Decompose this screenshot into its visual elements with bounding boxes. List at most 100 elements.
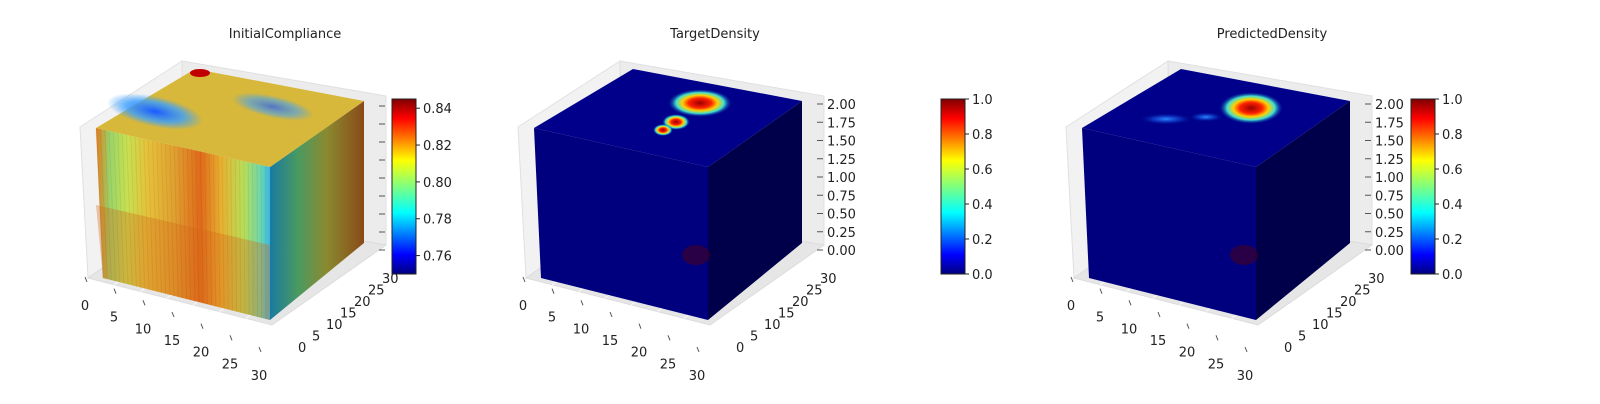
x-tick-mark: [1158, 312, 1160, 317]
y-tick-label: 0: [736, 341, 744, 356]
y-tick-label: 5: [750, 330, 758, 345]
colorbar-tick-label: 1.0: [1442, 93, 1463, 108]
x-tick-label: 0: [1067, 299, 1075, 314]
plot-panels: InitialCompliance05101520253005101520253…: [80, 27, 1463, 384]
x-tick-mark: [523, 277, 525, 282]
colorbar-tick-label: 0.80: [423, 176, 452, 191]
colorbar-tick-label: 0.2: [972, 233, 993, 248]
x-tick-mark: [1187, 324, 1189, 329]
chart-title: InitialCompliance: [229, 27, 342, 42]
colorbar-tick-label: 0.6: [972, 163, 993, 178]
cube-texture-line: [253, 163, 254, 316]
y-tick-label: 0: [1284, 341, 1292, 356]
x-tick-label: 10: [135, 322, 152, 337]
z-tick-label: 1.25: [1375, 153, 1404, 168]
x-tick-label: 30: [689, 369, 706, 384]
x-tick-mark: [668, 335, 670, 340]
z-tick-label: 2.00: [1375, 98, 1404, 113]
z-tick-label: 1.75: [827, 116, 856, 131]
x-tick-mark: [639, 324, 641, 329]
x-tick-mark: [1245, 347, 1247, 352]
colorbar-tick-label: 0.4: [1442, 198, 1463, 213]
x-tick-label: 25: [222, 357, 239, 372]
colorbar: [1411, 99, 1435, 274]
x-tick-mark: [1071, 277, 1073, 282]
cube-top-hot-corner: [190, 69, 210, 77]
x-tick-label: 15: [1150, 334, 1167, 349]
x-tick-mark: [697, 347, 699, 352]
inner-shadow-blob: [682, 245, 710, 265]
x-tick-mark: [552, 289, 554, 294]
x-tick-mark: [230, 335, 232, 340]
density-blob-base: [653, 124, 673, 136]
colorbar-tick-label: 0.76: [423, 250, 452, 265]
colorbar-tick-label: 0.6: [1442, 163, 1463, 178]
chart-panel-1: InitialCompliance05101520253005101520253…: [80, 27, 452, 384]
colorbar: [392, 99, 416, 274]
colorbar-tick-label: 0.4: [972, 198, 993, 213]
z-tick-label: 0.50: [827, 208, 856, 223]
x-tick-label: 0: [519, 299, 527, 314]
x-tick-mark: [259, 347, 261, 352]
colorbar-tick-label: 0.82: [423, 139, 452, 154]
z-tick-label: 0.25: [1375, 226, 1404, 241]
colorbar-tick-label: 0.0: [972, 268, 993, 283]
z-tick-label: 1.50: [1375, 135, 1404, 150]
z-tick-label: 0.00: [827, 244, 856, 259]
z-tick-label: 0.00: [1375, 244, 1404, 259]
x-tick-mark: [1216, 335, 1218, 340]
x-tick-label: 30: [1237, 369, 1254, 384]
z-tick-label: 1.50: [827, 135, 856, 150]
z-tick-label: 0.25: [827, 226, 856, 241]
colorbar-tick-label: 0.8: [972, 128, 993, 143]
x-tick-mark: [610, 312, 612, 317]
chart-title: TargetDensity: [669, 27, 760, 42]
x-tick-label: 20: [193, 346, 210, 361]
y-tick-label: 30: [820, 272, 837, 287]
colorbar-tick-label: 0.2: [1442, 233, 1463, 248]
inner-shadow-blob: [1230, 245, 1258, 265]
y-tick-label: 0: [298, 341, 306, 356]
x-tick-label: 5: [548, 311, 556, 326]
z-tick-label: 0.75: [1375, 189, 1404, 204]
x-tick-label: 30: [251, 369, 268, 384]
x-tick-label: 5: [1096, 311, 1104, 326]
x-tick-mark: [201, 324, 203, 329]
z-tick-label: 2.00: [827, 98, 856, 113]
x-tick-label: 20: [631, 346, 648, 361]
x-tick-mark: [172, 312, 174, 317]
x-tick-mark: [581, 300, 583, 305]
colorbar-tick-label: 1.0: [972, 93, 993, 108]
z-tick-label: 1.25: [827, 153, 856, 168]
x-tick-mark: [114, 289, 116, 294]
colorbar-tick-label: 0.78: [423, 213, 452, 228]
x-tick-label: 10: [1121, 322, 1138, 337]
z-tick-label: 1.00: [1375, 171, 1404, 186]
chart-title: PredictedDensity: [1217, 27, 1328, 42]
y-tick-label: 5: [1298, 330, 1306, 345]
x-tick-mark: [1129, 300, 1131, 305]
density-blob-head: [1219, 92, 1283, 124]
x-tick-label: 15: [164, 334, 181, 349]
y-tick-label: 5: [312, 330, 320, 345]
z-tick-label: 0.75: [827, 189, 856, 204]
colorbar-tick-label: 0.84: [423, 102, 452, 117]
density-blob-trail-2: [1188, 112, 1224, 122]
x-tick-label: 20: [1179, 346, 1196, 361]
x-tick-label: 5: [110, 311, 118, 326]
density-blob-trail: [1138, 113, 1194, 125]
x-tick-mark: [1100, 289, 1102, 294]
z-tick-label: 1.75: [1375, 116, 1404, 131]
x-tick-label: 15: [602, 334, 619, 349]
x-tick-label: 0: [81, 299, 89, 314]
x-tick-label: 25: [660, 357, 677, 372]
chart-panel-2: TargetDensity0510152025300510152025300.0…: [518, 27, 993, 384]
x-tick-label: 25: [1208, 357, 1225, 372]
z-tick-label: 0.50: [1375, 208, 1404, 223]
y-tick-label: 30: [1368, 272, 1385, 287]
colorbar: [941, 99, 965, 274]
density-blob-head: [668, 89, 732, 117]
cube-texture-line: [257, 164, 258, 317]
